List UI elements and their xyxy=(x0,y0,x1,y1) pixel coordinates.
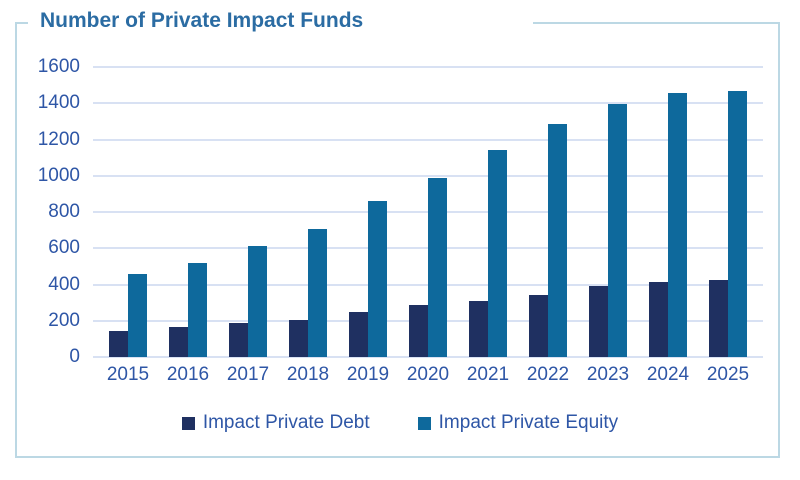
bar-impact-private-debt-2020 xyxy=(409,305,428,357)
y-axis-tick-label: 200 xyxy=(48,309,80,331)
legend-item-impact-private-equity: Impact Private Equity xyxy=(417,412,619,434)
bar-impact-private-equity-2023 xyxy=(608,104,627,357)
x-axis-tick-label: 2024 xyxy=(646,364,690,385)
x-axis-tick-label: 2021 xyxy=(466,364,510,385)
legend-label-impact-private-debt: Impact Private Debt xyxy=(202,412,370,433)
legend-swatch-debt-icon xyxy=(181,416,195,430)
bar-impact-private-debt-2016 xyxy=(169,327,188,357)
x-axis-tick-label: 2022 xyxy=(526,364,570,385)
bar-impact-private-debt-2025 xyxy=(709,280,728,357)
x-axis-tick-label: 2025 xyxy=(706,364,750,385)
x-axis-tick-label: 2020 xyxy=(406,364,450,385)
y-axis-tick-label: 1000 xyxy=(37,164,80,186)
x-axis-tick-label: 2016 xyxy=(166,364,210,385)
bar-impact-private-debt-2018 xyxy=(289,320,308,357)
bar-impact-private-equity-2025 xyxy=(728,91,747,357)
bar-impact-private-debt-2015 xyxy=(109,331,128,357)
bar-impact-private-equity-2024 xyxy=(668,93,687,357)
bar-impact-private-debt-2024 xyxy=(649,282,668,357)
x-axis-tick-label: 2017 xyxy=(226,364,270,385)
x-axis-tick-label: 2015 xyxy=(106,364,150,385)
y-gridline-1400 xyxy=(93,102,763,105)
y-axis-tick-label: 400 xyxy=(48,273,80,295)
y-axis-tick-label: 800 xyxy=(48,201,80,222)
bar-impact-private-debt-2023 xyxy=(589,286,608,357)
y-axis: 0 200 400 600 800 1000 1200 1400 1600 xyxy=(20,56,80,367)
y-axis-tick-label: 1400 xyxy=(37,92,80,114)
bar-impact-private-equity-2018 xyxy=(308,229,327,357)
y-gridline-0 xyxy=(93,356,763,358)
y-gridline-1000 xyxy=(93,174,763,177)
bar-impact-private-equity-2022 xyxy=(548,124,567,357)
bar-impact-private-equity-2019 xyxy=(368,201,387,357)
bar-impact-private-debt-2017 xyxy=(229,323,248,357)
y-axis-tick-label: 600 xyxy=(48,237,80,259)
bar-impact-private-equity-2017 xyxy=(248,246,267,357)
bar-impact-private-debt-2019 xyxy=(349,312,368,357)
chart-legend: Impact Private Debt Impact Private Equit… xyxy=(0,408,800,438)
y-gridline-1200 xyxy=(93,138,763,141)
bar-impact-private-debt-2022 xyxy=(529,295,548,357)
y-gridline-1600 xyxy=(93,66,763,68)
y-axis-tick-label: 0 xyxy=(69,346,80,367)
x-axis-tick-label: 2023 xyxy=(586,364,630,385)
bar-impact-private-equity-2020 xyxy=(428,178,447,357)
x-axis: 2015 2016 2017 2018 2019 2020 2021 2022 2023 2024… xyxy=(93,364,763,390)
bar-impact-private-equity-2021 xyxy=(488,150,507,357)
chart-title: Number of Private Impact Funds xyxy=(28,5,533,37)
plot-area xyxy=(93,66,763,358)
legend-item-impact-private-debt: Impact Private Debt xyxy=(181,412,370,434)
legend-label-impact-private-equity: Impact Private Equity xyxy=(438,412,619,433)
y-axis-tick-label: 1200 xyxy=(37,128,80,150)
bar-impact-private-equity-2016 xyxy=(188,263,207,357)
bar-impact-private-debt-2021 xyxy=(469,301,488,357)
y-axis-tick-label: 1600 xyxy=(37,56,80,77)
x-axis-tick-label: 2018 xyxy=(286,364,330,385)
x-axis-tick-label: 2019 xyxy=(346,364,390,385)
legend-swatch-equity-icon xyxy=(417,416,431,430)
bar-impact-private-equity-2015 xyxy=(128,274,147,357)
